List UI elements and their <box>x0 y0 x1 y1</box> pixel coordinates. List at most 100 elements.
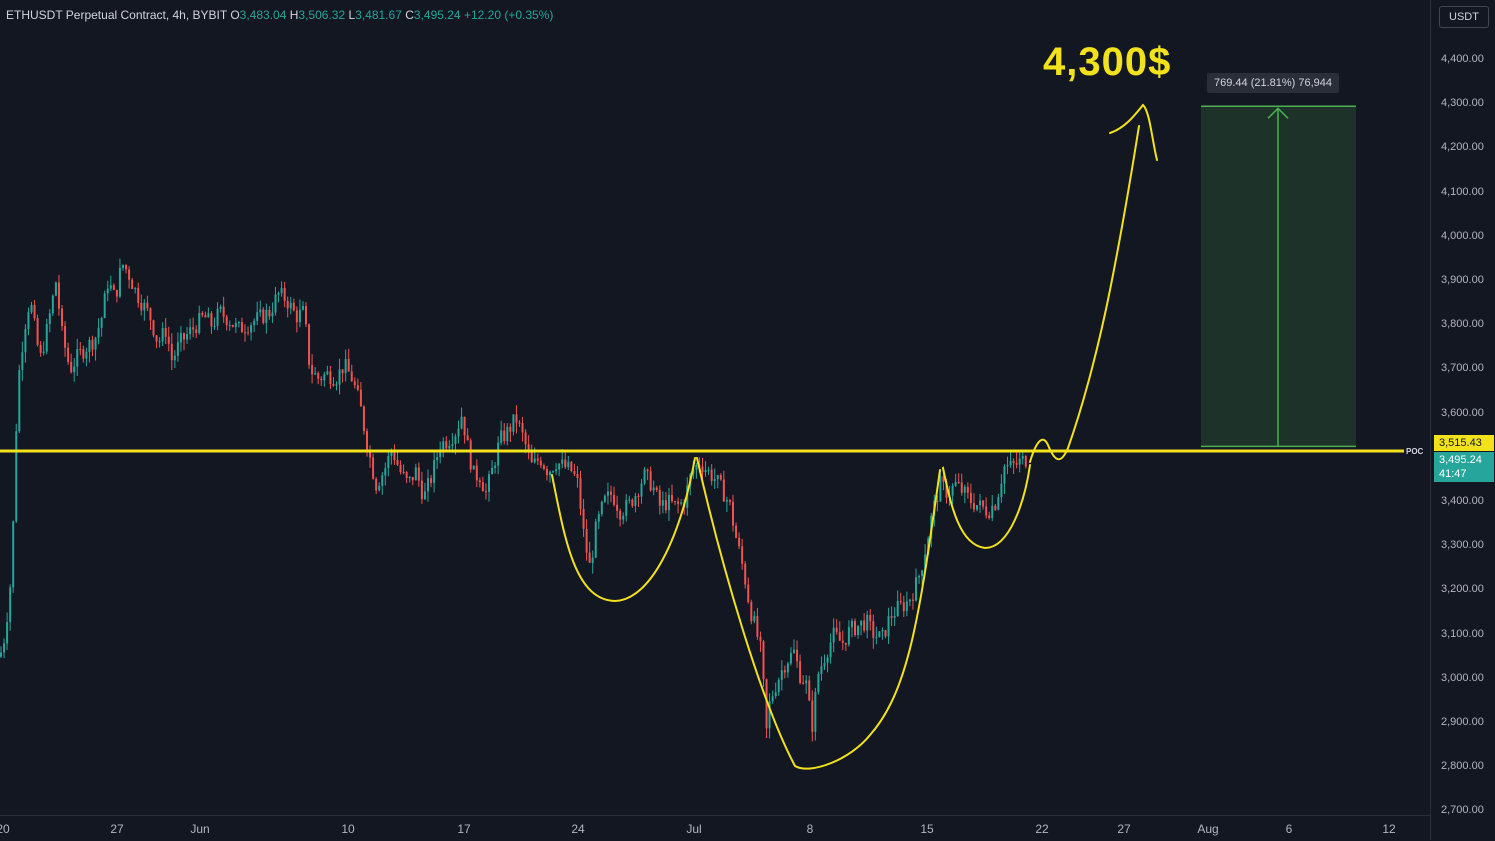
low-value: 3,481.67 <box>355 8 402 22</box>
candle-body <box>524 432 527 445</box>
candle-body <box>274 294 277 313</box>
candle-body <box>350 371 353 382</box>
candle-body <box>725 500 728 502</box>
candle-body <box>576 473 579 479</box>
candle-body <box>408 476 411 479</box>
price-tick-label: 3,200.00 <box>1441 583 1484 596</box>
candle-body <box>701 466 704 473</box>
candle-body <box>436 457 439 461</box>
candle-body <box>378 485 381 491</box>
candle-body <box>344 358 347 374</box>
candle-body <box>76 349 79 367</box>
candle-body <box>957 481 960 483</box>
price-tick-label: 2,700.00 <box>1441 804 1484 817</box>
price-tick-label: 2,800.00 <box>1441 760 1484 773</box>
candle-body <box>814 692 817 732</box>
candle-body <box>850 620 853 628</box>
measure-arrow-head <box>1267 107 1289 119</box>
candle-body <box>823 662 826 667</box>
candle-body <box>366 431 368 452</box>
poc-label: POC <box>1406 447 1424 456</box>
price-tick-label: 3,900.00 <box>1441 274 1484 286</box>
candle-body <box>292 302 295 311</box>
candle-body <box>170 343 173 361</box>
price-tick-label: 3,000.00 <box>1441 671 1484 684</box>
candle-body <box>564 459 567 468</box>
candle-body <box>536 458 539 461</box>
candle-body <box>411 476 414 481</box>
candle-body <box>768 701 771 729</box>
candle-body <box>619 510 622 520</box>
candle-body <box>466 435 469 441</box>
candle-body <box>253 320 256 326</box>
candle-body <box>140 302 143 311</box>
price-tick-label: 3,600.00 <box>1441 406 1484 419</box>
candle-body <box>585 528 588 553</box>
candle-body <box>728 500 731 502</box>
candle-body <box>97 327 100 338</box>
currency-button[interactable]: USDT <box>1439 6 1489 28</box>
candle-body <box>134 288 137 290</box>
last-price-value: 3,495.24 <box>1439 454 1482 466</box>
candle-body <box>283 288 286 301</box>
candle-body <box>289 302 292 309</box>
candle-body <box>893 616 896 618</box>
candle-body <box>164 327 167 337</box>
candle-body <box>573 471 576 474</box>
candle-body <box>512 414 515 432</box>
candle-body <box>759 636 762 642</box>
candle-body <box>79 349 82 351</box>
candle-body <box>433 460 436 483</box>
chart-legend: ETHUSDT Perpetual Contract, 4h, BYBIT O3… <box>6 8 553 22</box>
candle-body <box>234 322 237 327</box>
poc-price-tag: 3,515.43 <box>1434 435 1494 451</box>
candle-body <box>137 288 140 303</box>
candle-body <box>518 422 521 424</box>
head-curve <box>696 457 941 770</box>
close-label: C <box>405 8 414 22</box>
candle-body <box>295 310 298 323</box>
candle-body <box>219 306 222 309</box>
left-shoulder-curve <box>551 457 696 603</box>
candle-body <box>259 309 262 313</box>
candle-body <box>463 416 466 436</box>
candle-body <box>128 269 131 280</box>
candle-body <box>24 329 27 353</box>
price-axis[interactable]: USDT 4,400.00 4,300.00 4,200.00 4,100.00 4,0… <box>1430 0 1495 840</box>
candle-body <box>960 482 963 493</box>
candle-body <box>625 500 628 516</box>
candle-body <box>634 495 637 506</box>
time-axis[interactable]: 20 27 Jun 10 17 24 Jul 8 15 22 27 Aug 6 12 <box>0 815 1430 841</box>
candle-body <box>326 371 329 375</box>
candle-body <box>271 312 274 317</box>
candle-body <box>372 457 375 479</box>
candle-body <box>735 525 738 538</box>
candle-body <box>210 313 213 327</box>
candle-body <box>301 306 304 310</box>
candle-body <box>908 599 911 602</box>
candle-body <box>963 486 966 493</box>
candle-body <box>847 627 850 645</box>
candle-body <box>131 279 134 290</box>
candle-body <box>1000 483 1003 498</box>
candle-body <box>667 494 670 511</box>
candle-body <box>805 680 808 684</box>
candle-body <box>362 406 365 432</box>
close-value: 3,495.24 <box>413 8 461 22</box>
price-tick-label: 4,000.00 <box>1441 229 1484 242</box>
candle-body <box>42 351 45 353</box>
candle-body <box>1018 458 1021 465</box>
candle-body <box>390 451 393 457</box>
candle-body <box>597 514 600 522</box>
candle-body <box>204 315 207 318</box>
candle-body <box>966 486 969 493</box>
candle-body <box>591 557 594 563</box>
candle-body <box>488 474 490 492</box>
candle-body <box>387 456 390 469</box>
candle-body <box>692 469 695 475</box>
candle-body <box>988 515 991 519</box>
candle-body <box>722 479 725 502</box>
high-value: 3,506.32 <box>298 8 346 22</box>
price-chart[interactable] <box>0 0 1430 815</box>
candle-body <box>552 471 555 473</box>
